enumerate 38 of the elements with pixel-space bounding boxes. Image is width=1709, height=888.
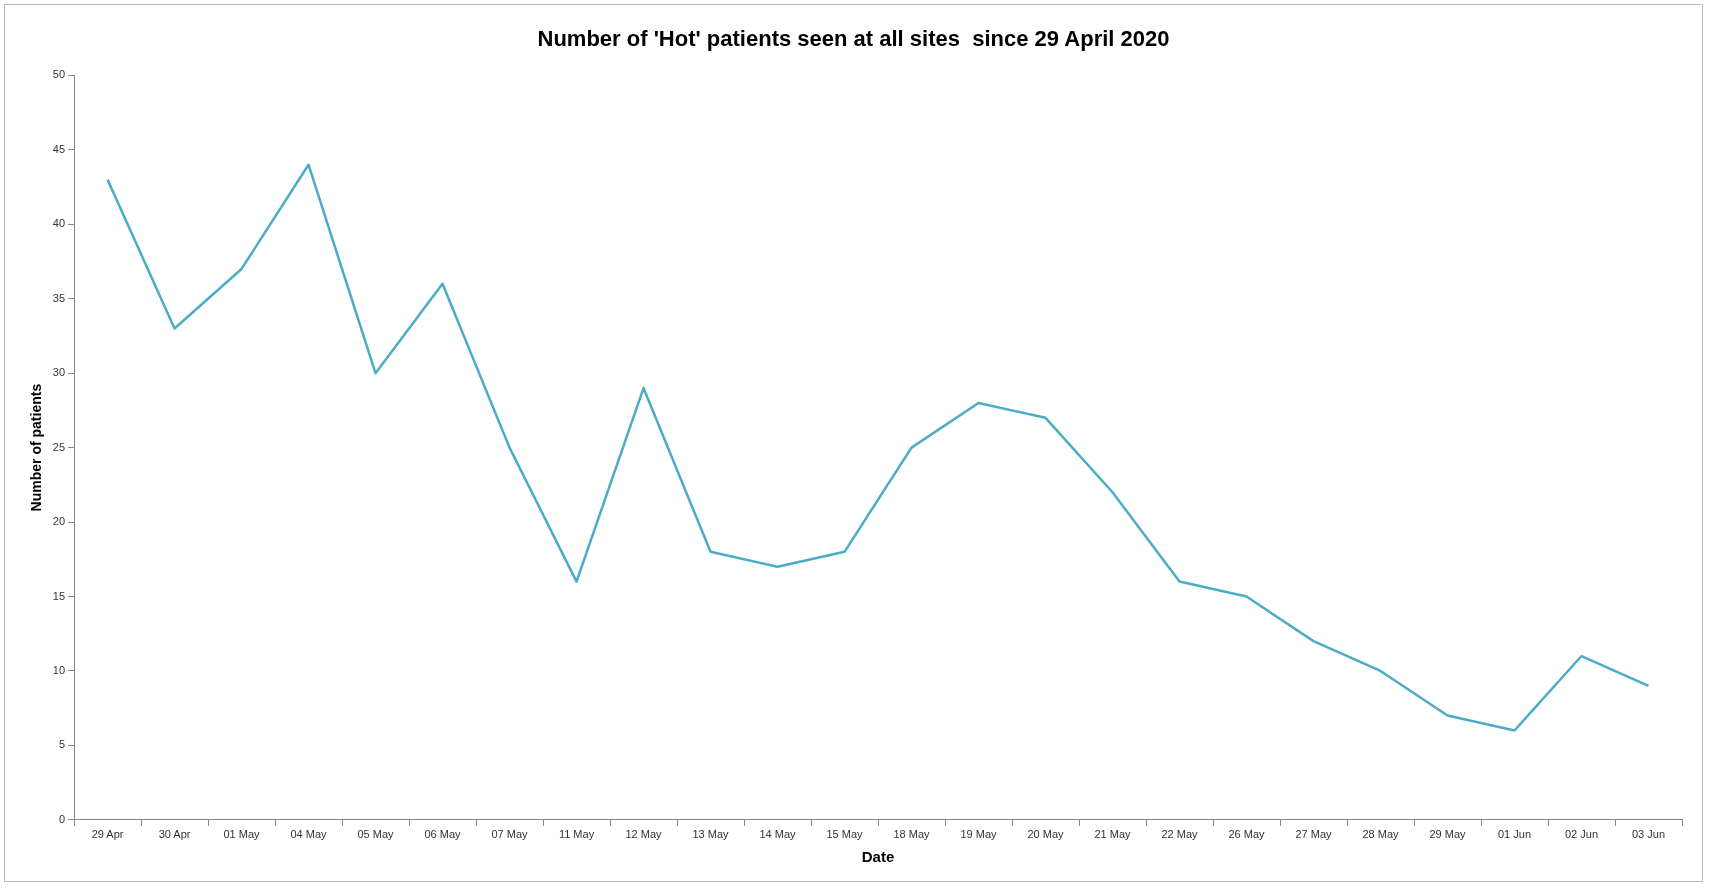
y-tick-label: 45 (52, 142, 66, 155)
x-tick-label: 29 May (1429, 828, 1467, 841)
y-tick-label: 30 (52, 366, 66, 379)
x-tick-label: 26 May (1228, 828, 1266, 841)
x-tick-label: 07 May (491, 828, 529, 841)
x-axis-title: Date (861, 848, 895, 866)
x-tick-label: 18 May (893, 828, 931, 841)
x-tick-label: 19 May (960, 828, 998, 841)
x-tick-label: 21 May (1094, 828, 1132, 841)
y-tick-label: 0 (58, 812, 66, 825)
x-tick-label: 22 May (1161, 828, 1199, 841)
chart-title: Number of 'Hot' patients seen at all sites since 29 April 2020 (537, 26, 1170, 52)
x-tick-label: 02 Jun (1564, 828, 1599, 841)
x-tick-label: 01 May (223, 828, 261, 841)
x-tick-label: 01 Jun (1497, 828, 1532, 841)
x-tick-label: 03 Jun (1631, 828, 1666, 841)
x-tick-label: 05 May (357, 828, 395, 841)
y-axis-title: Number of patients (28, 383, 45, 512)
x-tick-label: 12 May (625, 828, 663, 841)
y-tick-label: 25 (52, 440, 66, 453)
x-tick-label: 14 May (759, 828, 797, 841)
y-tick-label: 40 (52, 217, 66, 230)
x-tick-label: 13 May (692, 828, 730, 841)
y-tick-label: 5 (58, 738, 66, 751)
x-tick-label: 15 May (826, 828, 864, 841)
y-tick-label: 10 (52, 663, 66, 676)
x-tick-label: 29 Apr (91, 828, 124, 841)
x-tick-label: 04 May (290, 828, 328, 841)
x-tick-label: 11 May (558, 828, 595, 841)
x-tick-label: 27 May (1295, 828, 1333, 841)
x-tick-label: 30 Apr (158, 828, 191, 841)
y-tick-label: 50 (52, 68, 66, 81)
x-tick-label: 06 May (424, 828, 462, 841)
y-tick-label: 15 (52, 589, 66, 602)
x-tick-label: 20 May (1027, 828, 1065, 841)
y-tick-label: 35 (52, 291, 66, 304)
y-tick-label: 20 (52, 515, 66, 528)
x-tick-label: 28 May (1362, 828, 1400, 841)
